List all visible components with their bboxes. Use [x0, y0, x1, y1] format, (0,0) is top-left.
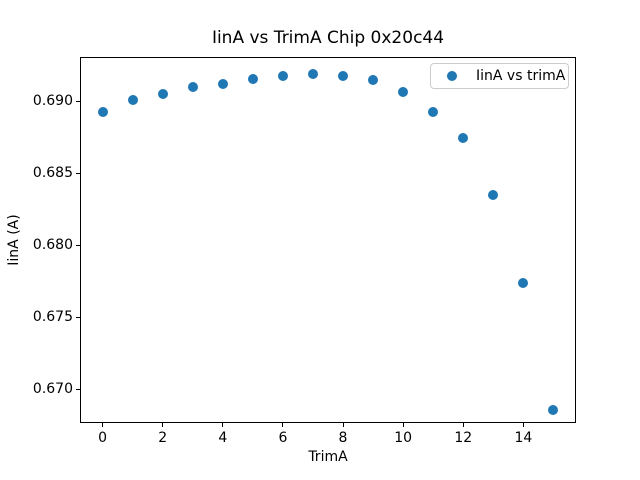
y-tick-label: 0.680: [32, 236, 73, 253]
scatter-point: [307, 69, 318, 80]
chart-title: IinA vs TrimA Chip 0x20c44: [211, 28, 445, 48]
scatter-point: [127, 95, 138, 106]
scatter-point: [548, 405, 559, 416]
legend-marker-dot-icon: [447, 71, 457, 81]
scatter-point: [217, 79, 228, 90]
legend-label: IinA vs trimA: [476, 68, 566, 84]
x-tick-mark: [522, 423, 524, 427]
x-tick-label: 8: [338, 430, 348, 446]
scatter-point: [428, 106, 439, 117]
scatter-point: [338, 70, 349, 81]
y-axis-label: IinA (A): [6, 214, 22, 266]
y-tick-mark: [76, 101, 80, 103]
y-tick-label: 0.685: [32, 164, 73, 181]
y-tick-label: 0.675: [32, 308, 73, 325]
scatter-point: [97, 106, 108, 117]
y-tick-label: 0.670: [32, 380, 73, 397]
x-tick-mark: [342, 423, 344, 427]
y-tick-mark: [76, 245, 80, 247]
y-tick-mark: [76, 389, 80, 391]
x-tick-mark: [462, 423, 464, 427]
scatter-point: [368, 75, 379, 86]
x-tick-mark: [402, 423, 404, 427]
scatter-point: [518, 278, 529, 289]
plot-area: [80, 57, 576, 423]
scatter-point: [277, 70, 288, 81]
x-tick-label: 14: [514, 430, 533, 446]
x-tick-label: 12: [454, 430, 473, 446]
y-tick-mark: [76, 317, 80, 319]
x-tick-mark: [222, 423, 224, 427]
y-tick-mark: [76, 173, 80, 175]
x-tick-label: 2: [158, 430, 168, 446]
x-axis-label: TrimA: [308, 449, 348, 465]
scatter-point: [247, 73, 258, 84]
x-tick-mark: [282, 423, 284, 427]
x-tick-label: 10: [394, 430, 413, 446]
scatter-point: [187, 82, 198, 93]
scatter-point: [488, 190, 499, 201]
x-tick-mark: [162, 423, 164, 427]
scatter-point: [398, 86, 409, 97]
x-tick-mark: [102, 423, 104, 427]
y-tick-label: 0.690: [32, 92, 73, 109]
x-tick-label: 0: [98, 430, 107, 446]
scatter-point: [458, 132, 469, 143]
scatter-point: [157, 89, 168, 100]
legend: IinA vs trimA: [430, 63, 569, 89]
x-tick-label: 6: [278, 430, 288, 446]
x-tick-label: 4: [218, 430, 228, 446]
